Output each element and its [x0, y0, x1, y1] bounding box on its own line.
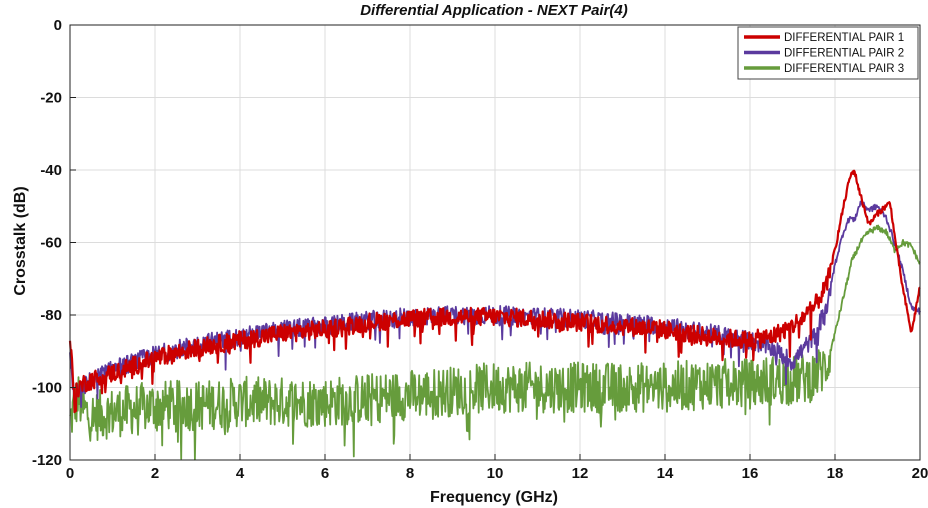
x-axis-title: Frequency (GHz)	[430, 489, 558, 506]
series-line-pair-1	[68, 169, 921, 414]
x-tick-label: 2	[151, 465, 159, 482]
legend-label: DIFFERENTIAL PAIR 2	[784, 48, 904, 60]
legend-label: DIFFERENTIAL PAIR 1	[784, 32, 904, 44]
x-tick-label: 6	[321, 465, 329, 482]
x-tick-label: 14	[657, 465, 674, 482]
chart-title: Differential Application - NEXT Pair(4)	[360, 2, 628, 19]
y-tick-label: -60	[40, 235, 62, 252]
y-axis-title: Crosstalk (dB)	[12, 186, 29, 295]
y-tick-label: -20	[40, 90, 62, 107]
y-tick-label: -80	[40, 307, 62, 324]
x-tick-label: 8	[406, 465, 414, 482]
y-tick-label: -100	[32, 380, 62, 397]
x-tick-label: 18	[827, 465, 844, 482]
y-tick-label: 0	[54, 17, 62, 34]
x-tick-label: 10	[487, 465, 504, 482]
x-tick-label: 0	[66, 465, 74, 482]
series-line-pair-3	[69, 224, 921, 461]
x-tick-label: 12	[572, 465, 589, 482]
x-tick-label: 16	[742, 465, 759, 482]
tick-labels: 0 2 4 6 8 10 12 14 16 18 20 0 -20 -40 -60 -80 -100 -120	[32, 17, 928, 482]
x-tick-label: 20	[912, 465, 928, 482]
y-tick-label: -40	[40, 162, 62, 179]
legend: DIFFERENTIAL PAIR 1 DIFFERENTIAL PAIR 2 DI…	[737, 26, 919, 80]
ticks	[69, 24, 921, 461]
legend-label: DIFFERENTIAL PAIR 3	[784, 63, 904, 75]
series-lines	[68, 169, 921, 461]
y-tick-label: -120	[32, 452, 62, 469]
x-tick-label: 4	[236, 465, 245, 482]
